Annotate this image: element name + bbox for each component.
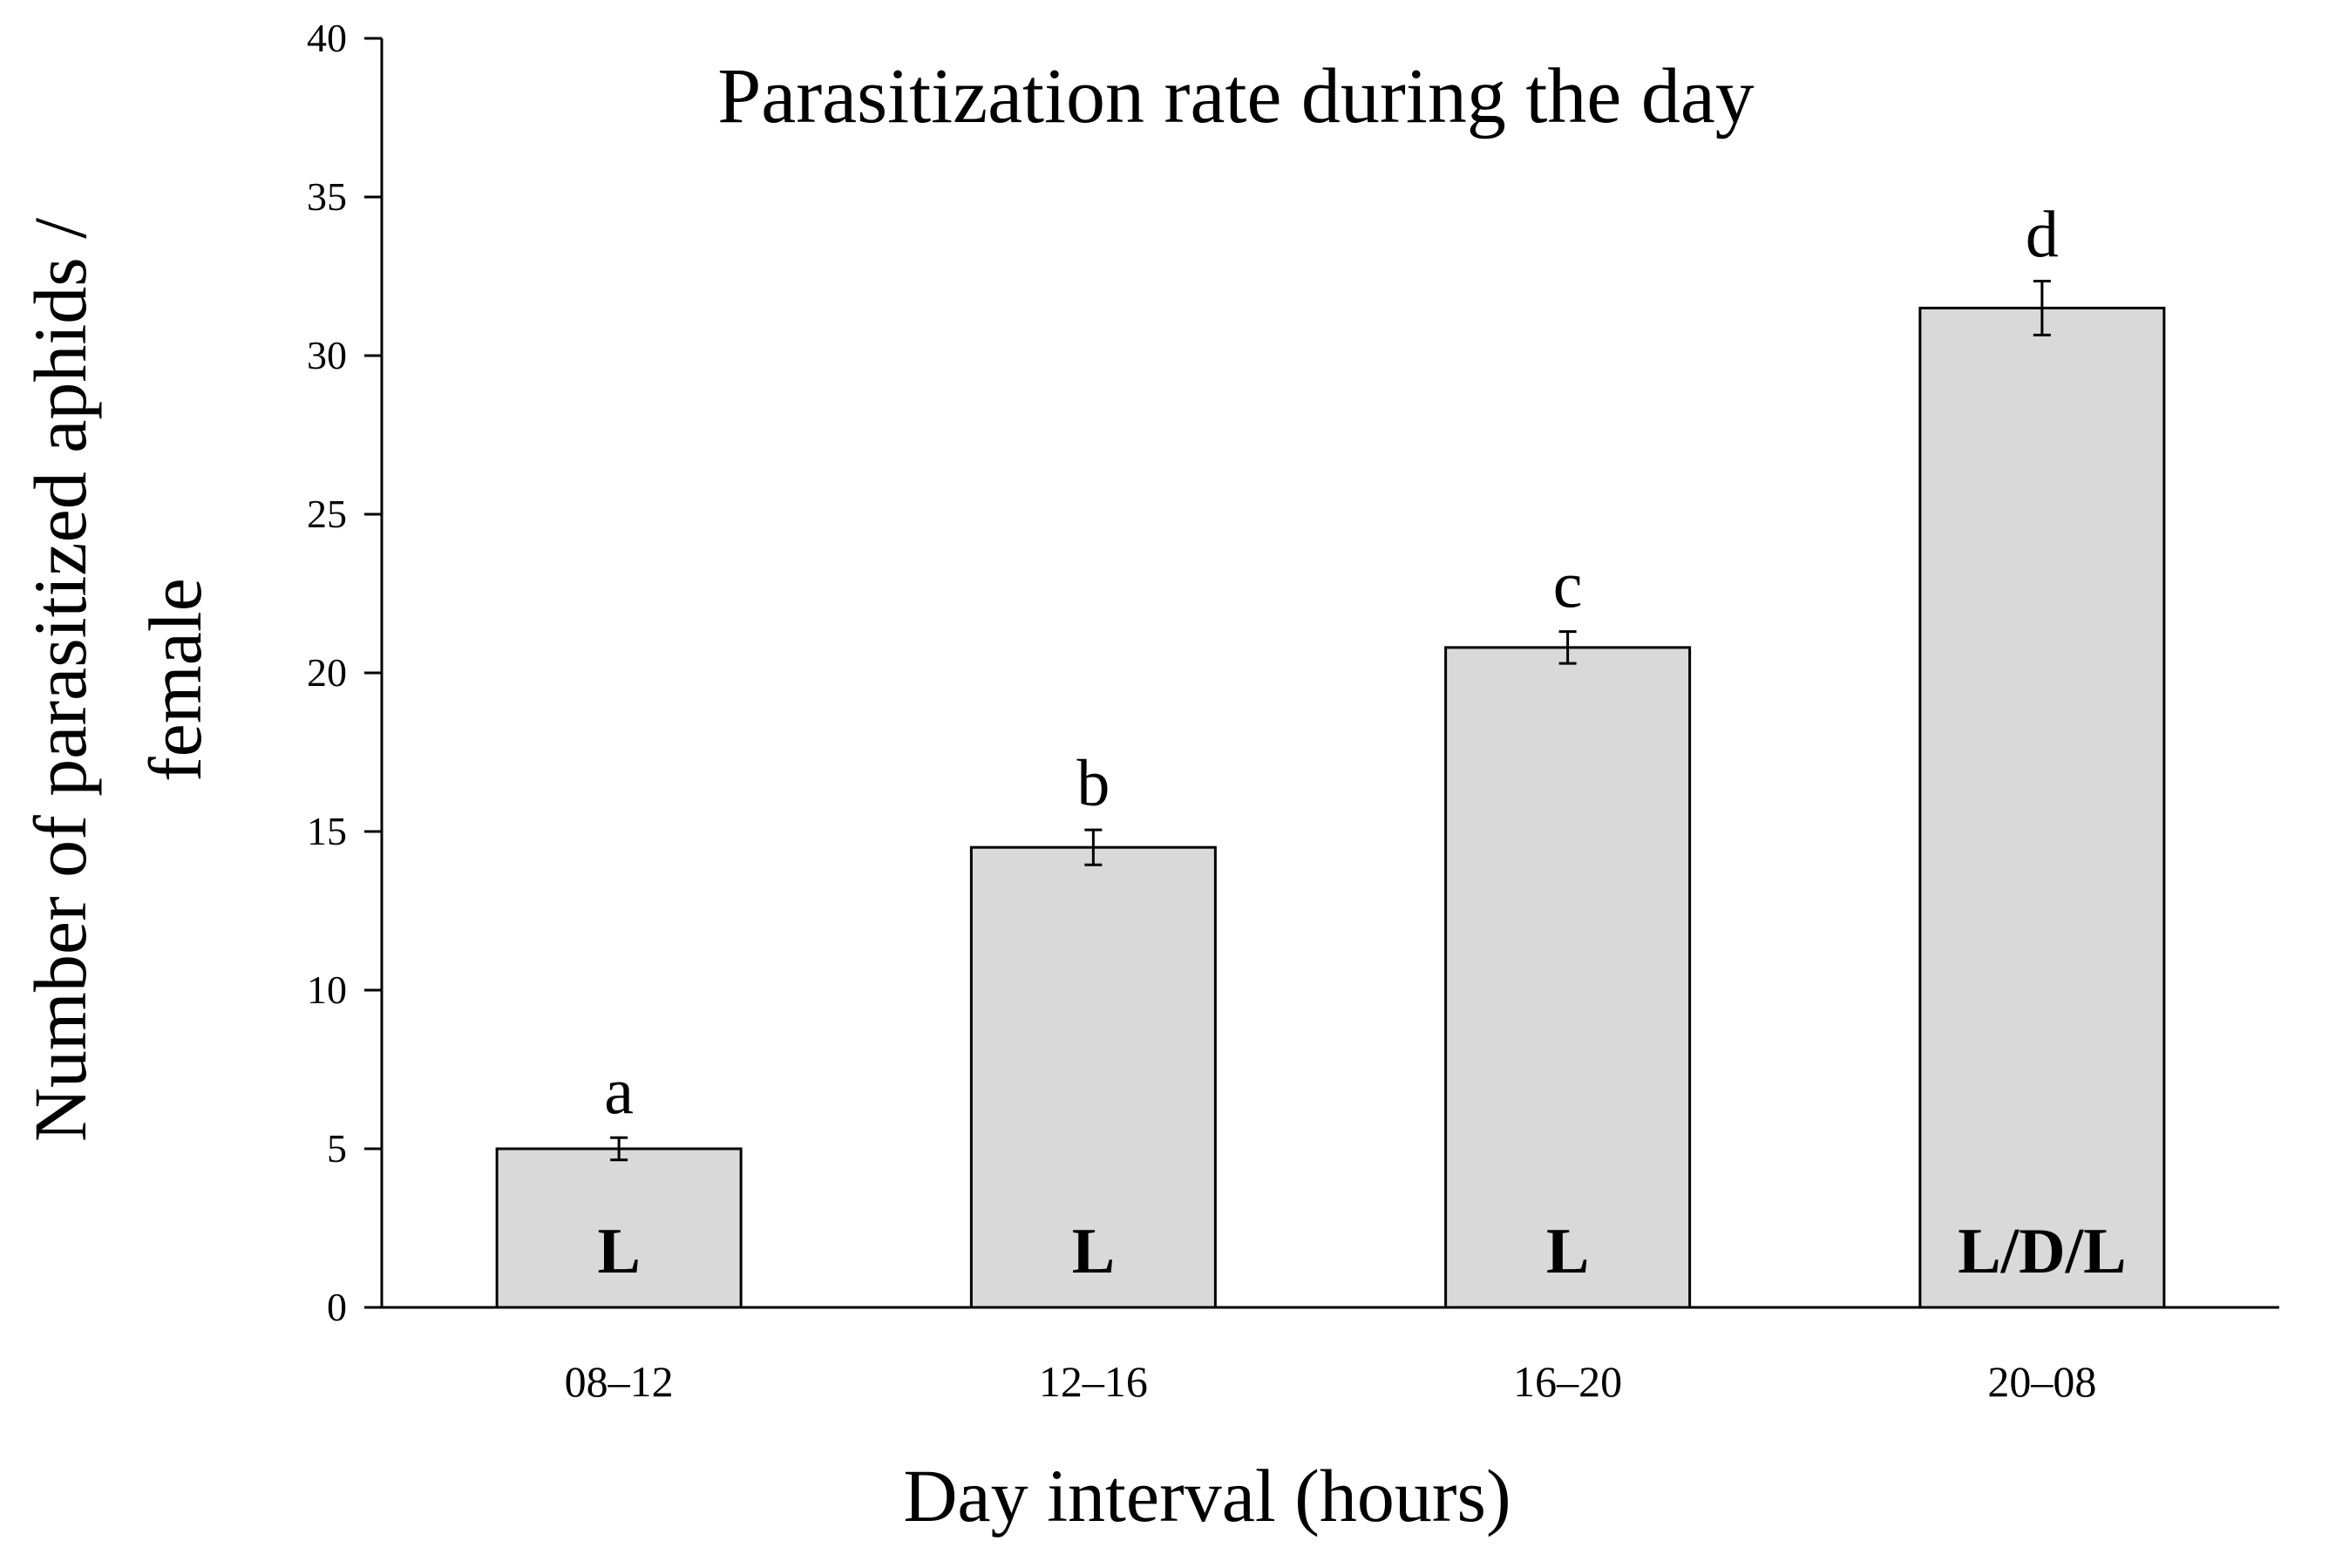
bar-condition-label: L: [1072, 1216, 1115, 1287]
y-tick-label: 30: [307, 333, 347, 377]
y-tick-label: 15: [307, 809, 347, 853]
bar: [1918, 306, 2166, 1309]
bar-condition-label: L: [597, 1216, 640, 1287]
x-tick-label: 12–16: [1039, 1357, 1148, 1406]
bar-condition-label: L/D/L: [1958, 1216, 2126, 1287]
y-tick-label: 35: [307, 174, 347, 219]
y-axis-label-line2: female: [133, 578, 217, 782]
y-tick-label: 40: [307, 16, 347, 60]
chart-title: Parasitization rate during the day: [717, 53, 1755, 139]
x-tick-label: 20–08: [1987, 1357, 2096, 1406]
bar: [495, 1147, 743, 1309]
bar: [969, 845, 1217, 1309]
x-tick-label: 16–20: [1513, 1357, 1622, 1406]
bar: [1444, 646, 1692, 1309]
bar-condition-label: L: [1546, 1216, 1589, 1287]
y-tick-label: 25: [307, 492, 347, 536]
y-tick-label: 5: [327, 1126, 347, 1171]
x-axis-label: Day interval (hours): [903, 1454, 1510, 1537]
y-tick-label: 20: [307, 650, 347, 695]
significance-letter: b: [1076, 747, 1110, 820]
significance-letter: d: [2026, 198, 2059, 271]
significance-letter: c: [1553, 549, 1583, 622]
y-tick-label: 0: [327, 1285, 347, 1329]
significance-letter: a: [604, 1055, 634, 1128]
plot-area: 0 5 10 15 20 25 30 35 40 a L 08–12 b L 12–16 c L 16–20 d L/…: [307, 16, 2279, 1406]
y-axis-label-line1: Number of parasitized aphids /: [18, 218, 102, 1142]
y-tick-label: 10: [307, 967, 347, 1012]
x-tick-label: 08–12: [565, 1357, 674, 1406]
